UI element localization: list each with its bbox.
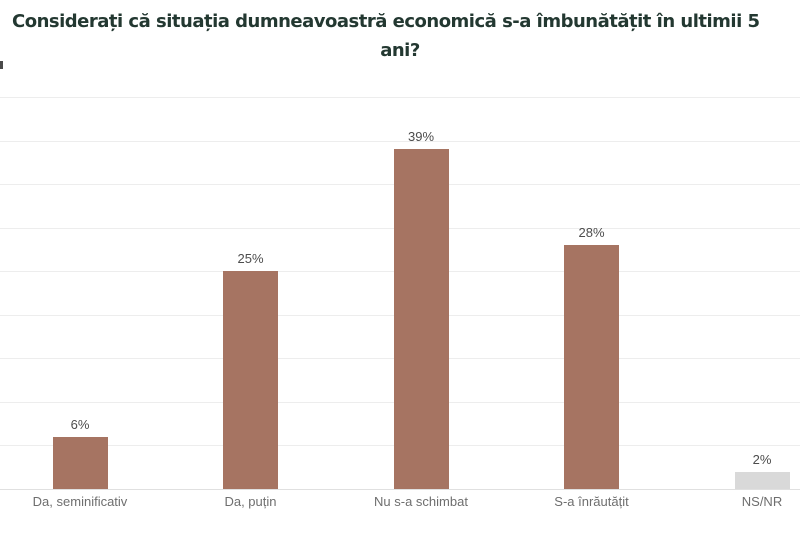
clipped-edge-artifact xyxy=(0,61,3,69)
bar-3 xyxy=(564,245,619,489)
gridline-45pct xyxy=(0,97,800,98)
chart-title-line1: Considerați că situația dumneavoastră ec… xyxy=(12,11,760,32)
value-label-2: 39% xyxy=(407,129,435,145)
value-label-0: 6% xyxy=(70,416,90,432)
chart-title-line2: ani? xyxy=(380,40,420,61)
category-label-0: Da, seminificativ xyxy=(32,494,128,509)
value-label-4: 2% xyxy=(752,451,772,467)
category-label-4: NS/NR xyxy=(741,494,783,509)
gridline-0pct xyxy=(0,489,800,490)
category-label-3: S-a înrăutățit xyxy=(554,494,629,509)
value-label-1: 25% xyxy=(237,251,264,267)
value-label-3: 28% xyxy=(578,225,605,241)
category-label-1: Da, puțin xyxy=(224,494,277,509)
bar-0 xyxy=(52,436,108,489)
bar-1 xyxy=(223,271,278,489)
category-label-2: Nu s-a schimbat xyxy=(374,494,468,509)
bar-2 xyxy=(393,149,449,489)
gridline-40pct xyxy=(0,141,800,142)
bar-4 xyxy=(734,471,790,489)
